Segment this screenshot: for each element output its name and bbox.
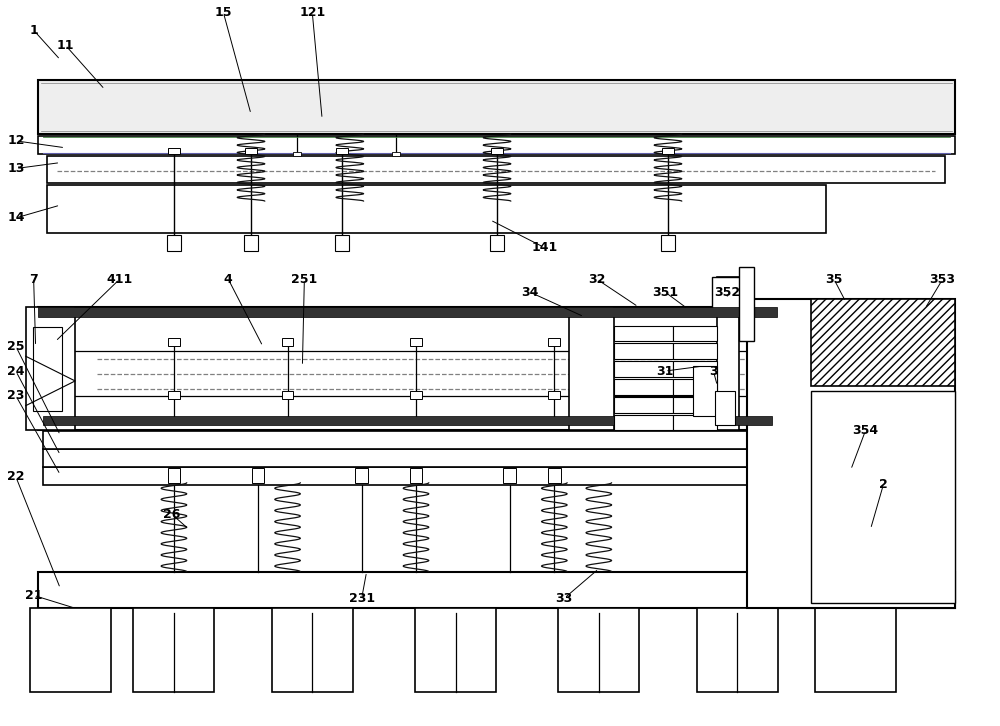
Bar [168, 468, 180, 483]
Bar [43, 467, 950, 485]
Bar [272, 608, 353, 692]
Text: 411: 411 [106, 273, 133, 286]
Bar [38, 571, 955, 608]
Bar [282, 338, 293, 346]
Bar [673, 362, 717, 377]
Bar [133, 608, 214, 692]
Bar [355, 468, 368, 483]
Text: 2: 2 [879, 478, 888, 492]
Text: 34: 34 [521, 285, 538, 298]
Bar [614, 343, 673, 359]
Text: 13: 13 [7, 162, 25, 175]
Bar [548, 338, 560, 346]
Bar [168, 148, 180, 154]
Bar [614, 379, 673, 395]
Bar [410, 468, 422, 483]
Bar [712, 277, 744, 311]
Text: 14: 14 [7, 211, 25, 224]
Text: 35: 35 [825, 273, 843, 286]
Bar [558, 608, 639, 692]
Text: 352: 352 [714, 285, 740, 298]
Bar [47, 185, 826, 233]
Bar [43, 431, 950, 449]
Bar [673, 379, 717, 395]
Bar [410, 338, 422, 346]
Bar [548, 468, 561, 483]
Bar [252, 468, 264, 483]
Bar [673, 343, 717, 359]
Bar [415, 608, 496, 692]
Bar [38, 307, 777, 431]
Text: 31: 31 [656, 364, 674, 378]
Bar [38, 307, 777, 317]
Text: 353: 353 [930, 273, 956, 286]
Bar [168, 338, 180, 346]
Bar [336, 148, 348, 154]
Bar [293, 152, 301, 155]
Text: 22: 22 [7, 470, 25, 484]
Bar [715, 391, 735, 425]
Bar [614, 362, 673, 377]
Bar [392, 152, 400, 155]
Bar [38, 136, 955, 154]
Text: 1: 1 [29, 24, 38, 37]
Bar [614, 326, 673, 341]
Bar [673, 326, 717, 341]
Bar [38, 80, 955, 134]
Bar [739, 267, 754, 341]
Text: 21: 21 [25, 589, 42, 602]
Text: 351: 351 [652, 285, 678, 298]
Text: 141: 141 [531, 241, 558, 254]
Text: 4: 4 [224, 273, 233, 286]
Bar [490, 234, 504, 250]
Bar [26, 307, 75, 431]
Bar [662, 148, 674, 154]
Text: 121: 121 [299, 6, 325, 19]
Bar [282, 391, 293, 399]
Bar [410, 391, 422, 399]
Bar [673, 415, 717, 431]
Text: 231: 231 [349, 592, 375, 605]
Bar [43, 449, 950, 467]
Bar [811, 391, 955, 603]
Text: 7: 7 [29, 273, 38, 286]
Bar [244, 234, 258, 250]
Bar [33, 327, 62, 411]
Bar [47, 155, 945, 184]
Bar [747, 299, 955, 608]
Bar [30, 608, 111, 692]
Text: 354: 354 [853, 424, 879, 437]
Text: 3: 3 [709, 364, 718, 378]
Bar [614, 397, 673, 412]
Bar [168, 391, 180, 399]
Bar [614, 415, 673, 431]
Bar [717, 277, 739, 431]
Text: 24: 24 [7, 364, 25, 378]
Bar [43, 415, 772, 425]
Text: 11: 11 [57, 38, 74, 52]
Text: 33: 33 [556, 592, 573, 605]
Text: 32: 32 [588, 273, 606, 286]
Bar [167, 234, 181, 250]
Bar [548, 391, 560, 399]
Text: 23: 23 [7, 389, 25, 402]
Bar [503, 468, 516, 483]
Text: 25: 25 [7, 340, 25, 353]
Text: 251: 251 [291, 273, 317, 286]
Text: 12: 12 [7, 134, 25, 147]
Bar [335, 234, 349, 250]
Bar [693, 366, 717, 415]
Bar [491, 148, 503, 154]
Bar [569, 307, 614, 431]
Bar [245, 148, 257, 154]
Bar [661, 234, 675, 250]
Bar [811, 299, 955, 386]
Text: 26: 26 [163, 508, 181, 521]
Text: 15: 15 [215, 6, 232, 19]
Bar [697, 608, 778, 692]
Bar [673, 397, 717, 412]
Bar [815, 608, 896, 692]
